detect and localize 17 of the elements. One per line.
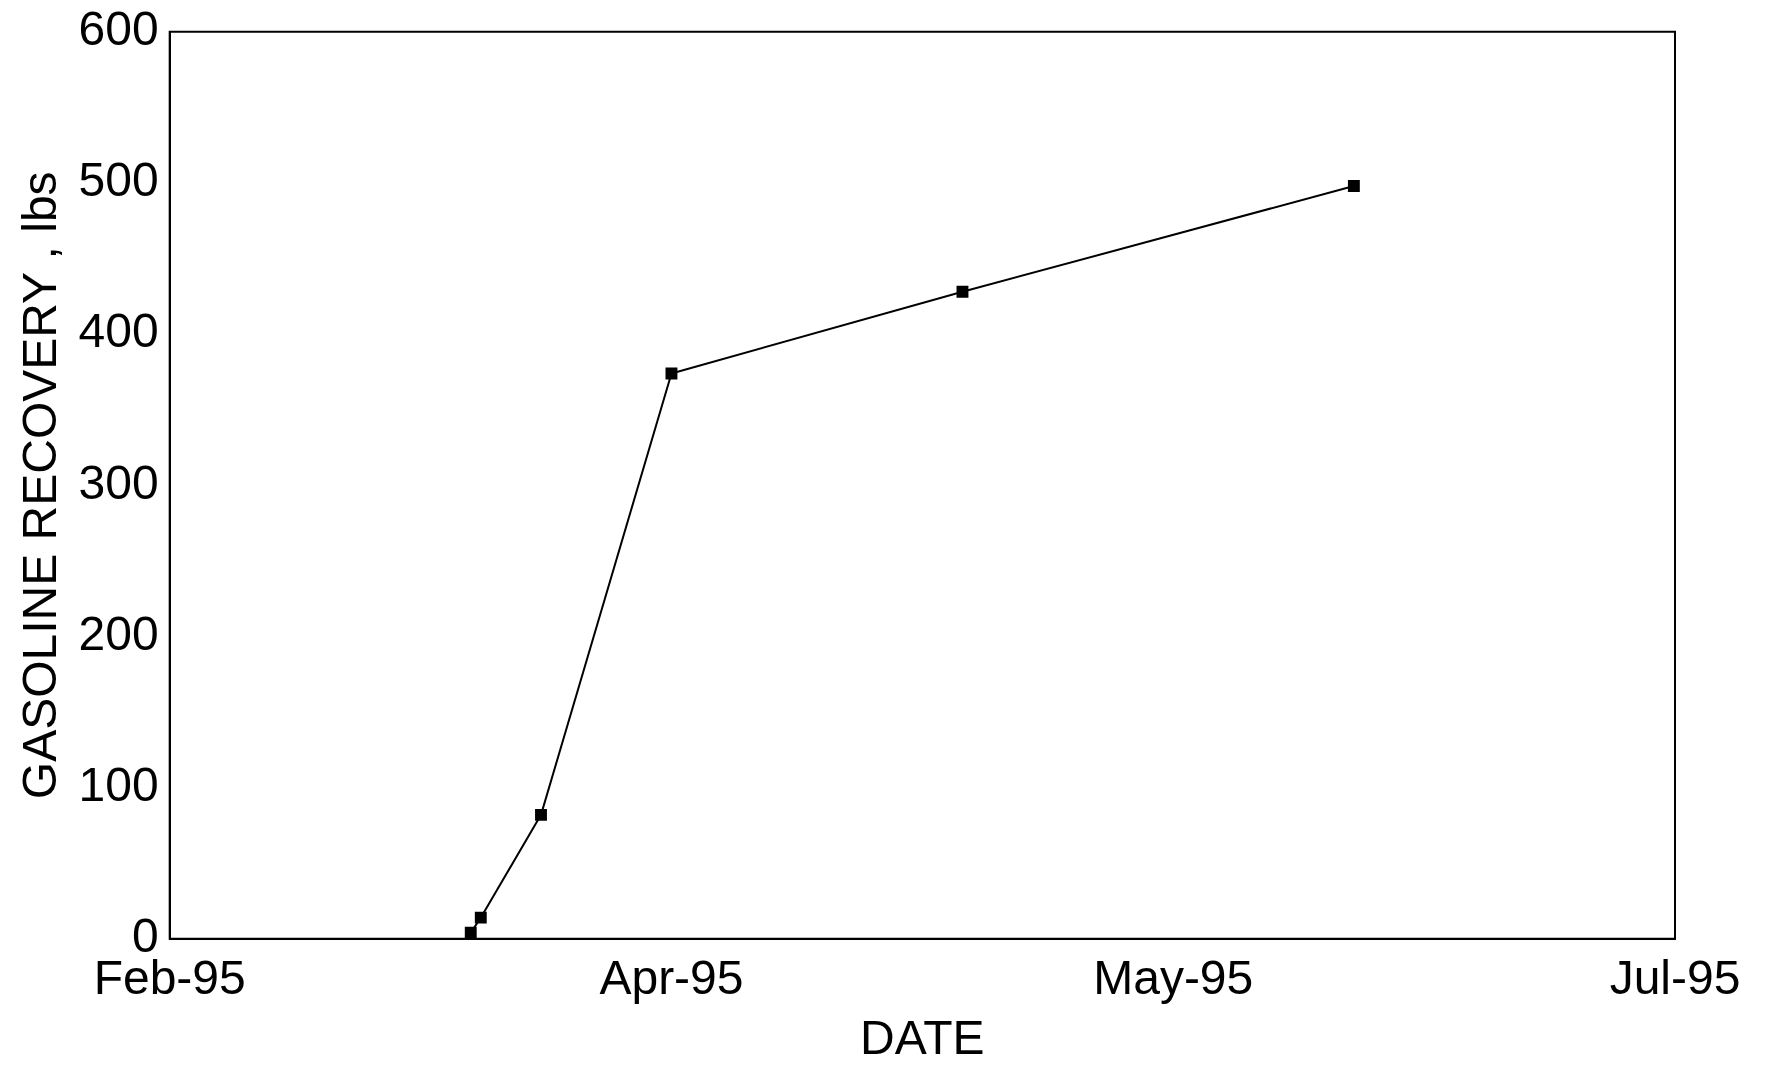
y-tick-label: 100 [78,757,159,811]
point [535,808,547,821]
y-tick-label: 300 [78,455,159,509]
x-tick-label: May-95 [1093,950,1254,1004]
y-tick-label: 500 [78,153,159,207]
y-tick-label: 200 [78,606,159,660]
y-axis-title: GASOLINE RECOVERY , lbs [13,171,67,800]
y-tick-label: 400 [78,304,159,358]
x-tick-label: Apr-95 [599,950,744,1004]
x-axis-title: DATE [860,1011,985,1065]
point [464,926,477,939]
x-tick-label: Jul-95 [1609,950,1741,1004]
y-tick-label: 600 [78,2,159,56]
point [956,285,969,298]
point [474,911,487,924]
point [1347,180,1360,192]
point [665,367,678,380]
